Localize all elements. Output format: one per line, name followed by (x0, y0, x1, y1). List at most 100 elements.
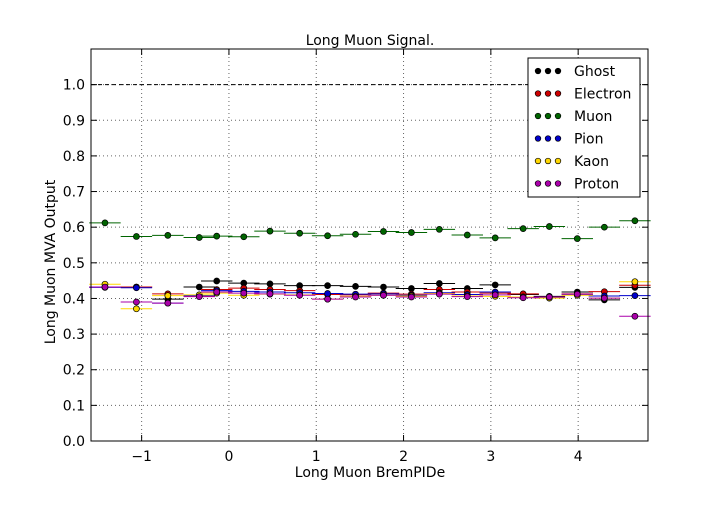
data-point (600, 294, 608, 302)
data-point (491, 234, 499, 242)
y-tick-label: 0.5 (63, 256, 85, 272)
legend-marker (554, 180, 562, 187)
y-tick-label: 0.2 (63, 363, 85, 379)
data-point (491, 281, 499, 289)
y-tick-label: 0.3 (63, 327, 85, 343)
data-point (435, 280, 443, 287)
data-point (296, 291, 304, 299)
data-point (435, 225, 443, 233)
legend-marker (534, 180, 542, 187)
data-point (296, 229, 304, 237)
legend-marker (554, 90, 562, 97)
legend-marker (544, 180, 552, 187)
series-proton (89, 283, 651, 320)
data-point (380, 228, 387, 235)
legend-label: Ghost (574, 64, 616, 80)
legend-label: Muon (574, 109, 612, 125)
data-point (101, 283, 109, 291)
legend-label: Kaon (574, 154, 609, 170)
legend-marker (534, 90, 542, 97)
data-point (266, 290, 274, 298)
data-point (408, 293, 415, 301)
legend-box (527, 57, 641, 198)
data-point (491, 291, 499, 299)
y-tick-label: 1.0 (63, 78, 85, 94)
legend-marker (554, 135, 562, 142)
axis-ticks: −1 0 1 2 3 4 0.0 0.1 0.2 0.3 0.4 0.5 0.6 0.7 0.8 0.9 1.0 (63, 49, 648, 465)
legend-marker (554, 157, 562, 165)
y-tick-label: 0.1 (63, 398, 85, 414)
data-point (631, 312, 639, 320)
data-point (164, 292, 172, 299)
y-tick-label: 0.9 (63, 113, 85, 129)
y-tick-label: 0.8 (63, 149, 85, 165)
legend-marker (544, 90, 552, 97)
x-tick-label: 2 (399, 449, 408, 465)
plot-frame (90, 48, 649, 442)
data-point (195, 283, 203, 291)
legend-marker (554, 67, 562, 75)
legend-marker (544, 157, 552, 165)
data-point (324, 295, 331, 303)
data-point (213, 288, 221, 296)
legend-marker (534, 112, 542, 120)
data-point (545, 223, 553, 230)
x-tick-label: 4 (574, 449, 583, 465)
legend: Ghost Electron Muon Pion Kaon Proton (527, 57, 641, 198)
data-point (213, 232, 221, 240)
data-point (164, 299, 172, 307)
data-point (519, 225, 527, 232)
data-point (463, 293, 471, 301)
x-tick-label: 0 (224, 449, 233, 465)
data-point (133, 284, 140, 292)
legend-label: Pion (574, 132, 603, 148)
legend-marker (544, 112, 552, 120)
data-point (352, 230, 359, 238)
data-point (631, 278, 639, 286)
legend-label: Proton (574, 177, 619, 193)
data-point (519, 294, 527, 302)
series-muon (89, 217, 651, 242)
y-tick-label: 0.6 (63, 220, 85, 236)
data-point (408, 285, 415, 292)
y-tick-label: 0.7 (63, 185, 85, 201)
data-point (352, 293, 359, 301)
data-point (101, 219, 109, 227)
data-point (133, 305, 140, 313)
data-point (133, 298, 140, 306)
data-point (133, 233, 140, 240)
data-point (463, 231, 471, 239)
data-point (631, 292, 639, 299)
data-point (195, 234, 203, 241)
data-point (408, 229, 415, 236)
data-point (435, 290, 443, 298)
data-point (240, 289, 248, 297)
data-point (380, 283, 387, 291)
data-point (324, 282, 331, 289)
legend-marker (554, 112, 562, 120)
data-point (352, 282, 359, 290)
legend-marker (544, 67, 552, 75)
data-point (380, 291, 387, 299)
legend-marker (534, 67, 542, 75)
data-point (324, 232, 331, 240)
legend-marker (544, 135, 552, 142)
data-points (89, 217, 651, 320)
data-point (573, 290, 581, 298)
legend-label: Electron (574, 87, 631, 103)
x-tick-label: 1 (312, 449, 321, 465)
y-tick-label: 0.0 (63, 434, 85, 450)
data-point (240, 233, 248, 241)
data-point (545, 293, 553, 301)
data-point (600, 223, 608, 231)
chart-title: Long Muon Signal. (306, 33, 435, 49)
x-tick-label: 3 (486, 449, 495, 465)
x-tick-label: −1 (131, 449, 152, 465)
data-point (195, 293, 203, 301)
x-axis-label: Long Muon BremPIDe (295, 465, 445, 481)
data-point (324, 290, 331, 297)
data-point (213, 277, 221, 285)
data-point (164, 232, 172, 239)
